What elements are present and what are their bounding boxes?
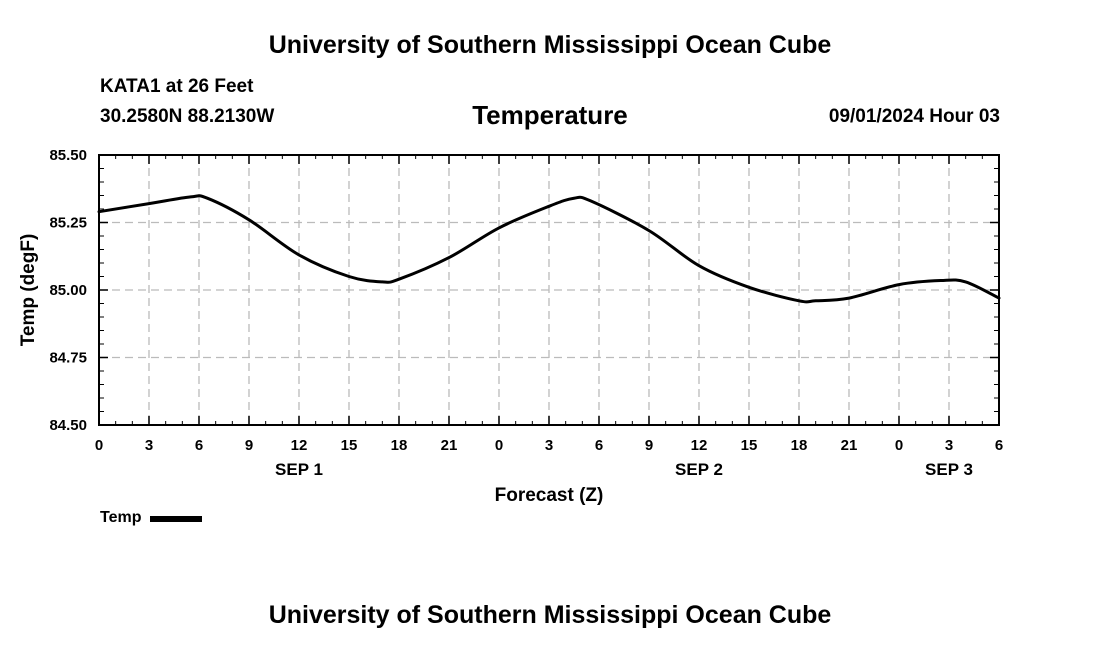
temp-series-line — [97, 194, 1001, 304]
x-tick-label: 12 — [691, 437, 708, 454]
x-tick-label: 0 — [895, 437, 903, 454]
x-tick-label: 6 — [195, 437, 203, 454]
x-tick-label: 21 — [841, 437, 858, 454]
x-tick-label: 9 — [245, 437, 253, 454]
coordinates-label: 30.2580N 88.2130W — [100, 106, 275, 127]
x-tick-label: 3 — [145, 437, 153, 454]
x-tick-label: 3 — [545, 437, 553, 454]
date-label: SEP 2 — [675, 460, 723, 479]
axis-labels: 0 3 6 9 12 15 18 21 0 3 6 9 12 15 18 21 0 3 6 84.50 84.75 85.… — [49, 147, 1003, 479]
y-tick-label: 85.50 — [49, 147, 87, 164]
x-tick-label: 18 — [791, 437, 808, 454]
legend-label: Temp — [100, 509, 142, 526]
x-tick-label: 6 — [995, 437, 1003, 454]
grid-lines — [99, 154, 999, 425]
x-tick-label: 0 — [95, 437, 103, 454]
y-tick-label: 84.75 — [49, 350, 87, 367]
x-tick-label: 0 — [495, 437, 503, 454]
legend: Temp — [100, 509, 203, 527]
legend-line-swatch — [150, 516, 203, 522]
x-tick-label: 3 — [945, 437, 953, 454]
date-label: SEP 3 — [925, 460, 973, 479]
footer-title: University of Southern Mississippi Ocean… — [268, 601, 832, 629]
y-tick-label: 84.50 — [49, 417, 87, 434]
x-tick-label: 15 — [341, 437, 358, 454]
y-axis-title: Temp (degF) — [18, 234, 39, 347]
datetime-label: 09/01/2024 Hour 03 — [828, 106, 1000, 127]
x-tick-label: 9 — [645, 437, 653, 454]
x-tick-label: 18 — [391, 437, 408, 454]
x-tick-label: 12 — [291, 437, 308, 454]
y-tick-label: 85.00 — [49, 282, 87, 299]
x-tick-label: 21 — [441, 437, 458, 454]
x-tick-label: 15 — [741, 437, 758, 454]
x-axis-title: Forecast (Z) — [495, 485, 604, 506]
main-title: University of Southern Mississippi Ocean… — [268, 31, 832, 59]
y-tick-label: 85.25 — [49, 215, 87, 232]
series-group — [97, 194, 1001, 304]
date-label: SEP 1 — [275, 460, 323, 479]
chart-title: Temperature — [472, 100, 628, 130]
plot-frame — [98, 154, 1000, 426]
station-label: KATA1 at 26 Feet — [100, 76, 254, 97]
x-tick-label: 6 — [595, 437, 603, 454]
